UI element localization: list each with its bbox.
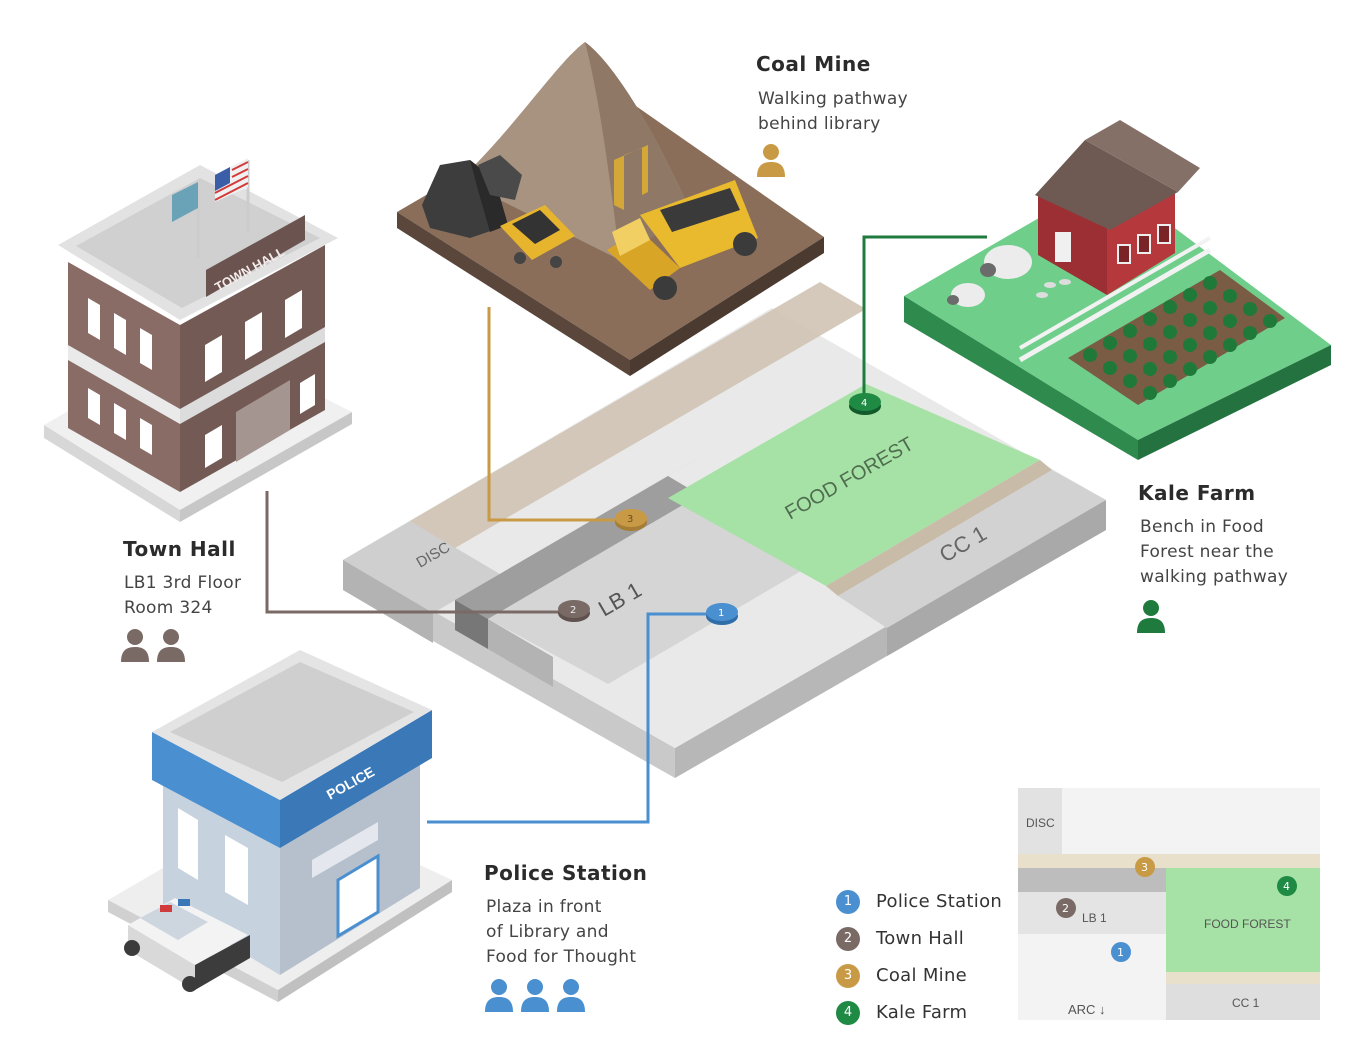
town-hall-illustration: TOWN HALL	[44, 158, 352, 522]
mini-zone-food-forest: FOOD FOREST	[1204, 917, 1291, 931]
legend-number-badge: 2	[836, 926, 860, 951]
svg-text:2: 2	[570, 605, 576, 616]
police-station-people	[484, 978, 586, 1012]
kale-farm-people	[1136, 599, 1166, 633]
svg-text:3: 3	[627, 514, 633, 525]
svg-text:4: 4	[1283, 880, 1290, 893]
marker-2-townhall[interactable]: 2	[558, 600, 590, 622]
mini-map: DISC LB 1 FOOD FOREST CC 1 ARC ↓ 3 2 1 4	[1018, 788, 1320, 1020]
legend-label: Kale Farm	[876, 1002, 968, 1023]
town-hall-desc-line2: Room 324	[124, 598, 213, 618]
mini-zone-disc: DISC	[1026, 816, 1055, 830]
marker-4-kale[interactable]: 4	[849, 393, 881, 415]
police-station-desc-line3: Food for Thought	[486, 947, 637, 967]
police-station-title: Police Station	[484, 861, 648, 885]
mini-zone-lb1: LB 1	[1082, 911, 1107, 925]
legend-item-police: 1 Police Station	[836, 883, 1002, 920]
town-hall-desc-line1: LB1 3rd Floor	[124, 573, 242, 593]
town-hall-connector	[265, 491, 562, 614]
town-hall-title: Town Hall	[123, 537, 236, 561]
mini-zone-cc1: CC 1	[1232, 996, 1260, 1010]
svg-text:4: 4	[861, 398, 867, 409]
mini-marker-2: 2	[1056, 898, 1076, 918]
mini-marker-4: 4	[1277, 876, 1297, 896]
legend-label: Coal Mine	[876, 965, 968, 986]
person-icon	[121, 629, 149, 662]
svg-text:1: 1	[718, 608, 724, 619]
marker-1-police[interactable]: 1	[706, 603, 738, 625]
kale-farm-connector	[862, 235, 987, 397]
legend-number-badge: 1	[836, 889, 860, 914]
coal-mine-desc-line1: Walking pathway	[758, 89, 908, 109]
coal-mine-desc-line2: behind library	[758, 114, 881, 134]
svg-text:3: 3	[1141, 861, 1148, 874]
person-icon	[1137, 600, 1165, 633]
legend-item-coal-mine: 3 Coal Mine	[836, 957, 1002, 994]
person-icon	[157, 629, 185, 662]
kale-farm-desc-line3: walking pathway	[1140, 567, 1289, 587]
legend-label: Police Station	[876, 891, 1003, 912]
connector-lines	[265, 235, 987, 824]
legend-number-badge: 3	[836, 963, 860, 988]
central-iso-map: DISC LB 1 FOOD FOREST CC 1	[343, 282, 1106, 778]
police-station-illustration: POLICE	[108, 650, 452, 1002]
coal-mine-illustration	[397, 42, 824, 376]
police-station-desc-line1: Plaza in front	[486, 897, 602, 917]
person-icon	[557, 979, 585, 1012]
svg-text:2: 2	[1062, 902, 1069, 915]
police-connector	[427, 612, 707, 824]
coal-mine-connector	[487, 307, 620, 522]
mini-zone-arc: ARC ↓	[1068, 1002, 1106, 1017]
person-icon	[521, 979, 549, 1012]
svg-text:1: 1	[1117, 946, 1124, 959]
town-hall-people	[120, 628, 186, 662]
coal-mine-people	[756, 143, 786, 177]
marker-3-coal[interactable]: 3	[615, 509, 647, 531]
legend-number-badge: 4	[836, 1000, 860, 1025]
mini-marker-1: 1	[1111, 942, 1131, 962]
legend-item-town-hall: 2 Town Hall	[836, 920, 1002, 957]
legend: 1 Police Station 2 Town Hall 3 Coal Mine…	[836, 883, 1002, 1031]
kale-farm-title: Kale Farm	[1138, 481, 1256, 505]
mini-marker-3: 3	[1135, 857, 1155, 877]
kale-farm-desc-line2: Forest near the	[1140, 542, 1275, 562]
coal-mine-title: Coal Mine	[756, 52, 871, 76]
police-station-desc-line2: of Library and	[486, 922, 609, 942]
kale-farm-desc-line1: Bench in Food	[1140, 517, 1264, 537]
legend-label: Town Hall	[876, 928, 965, 949]
person-icon	[485, 979, 513, 1012]
legend-item-kale-farm: 4 Kale Farm	[836, 994, 1002, 1031]
person-icon	[757, 144, 785, 177]
kale-farm-illustration	[904, 120, 1331, 460]
